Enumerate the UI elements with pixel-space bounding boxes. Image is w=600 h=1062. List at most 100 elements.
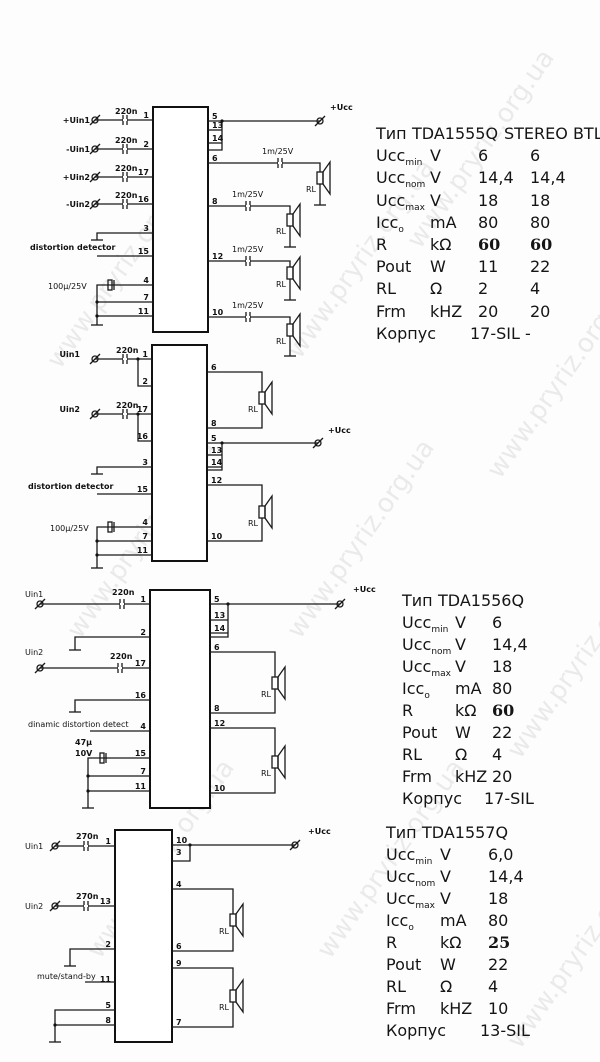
junction-dot [86, 774, 90, 778]
wire [54, 1009, 115, 1042]
param-name: RL [386, 977, 407, 996]
capacitor-gap [123, 358, 127, 360]
capacitor-label: 1m/25V [232, 190, 264, 199]
load-label: RL [261, 769, 272, 778]
speaker-icon [286, 266, 294, 280]
wire [210, 689, 276, 714]
unit: V [430, 146, 441, 166]
load-label: RL [248, 519, 259, 528]
unit: V [440, 889, 451, 908]
terminal-icon [51, 902, 59, 910]
wire [172, 888, 234, 914]
ic-body [149, 589, 211, 809]
capacitor-gap [123, 119, 127, 121]
capacitor-gap [84, 905, 88, 907]
pin-number: 11 [135, 782, 147, 791]
param-name: R [386, 933, 398, 952]
ic-body [151, 344, 208, 562]
pin-number: 11 [137, 546, 149, 555]
value: 10 [488, 999, 509, 1018]
wire [210, 727, 276, 756]
wire [96, 284, 153, 325]
capacitor-gap [123, 203, 127, 205]
chip-name: TDA1556Q [438, 591, 525, 610]
pin-number: 10 [212, 308, 224, 317]
ucc-label: +Ucc [308, 827, 331, 836]
terminal-icon [314, 439, 322, 447]
package-value: 13-SIL [480, 1021, 530, 1040]
speaker-cone [264, 493, 273, 531]
value: 25 [488, 933, 511, 952]
pin-number: 3 [176, 848, 182, 857]
unit: kΩ [455, 701, 477, 720]
capacitor-label: 47µ [75, 738, 92, 747]
wire [137, 414, 152, 442]
capacitor-label: 220n [115, 136, 138, 145]
pin-number: 8 [214, 704, 220, 713]
value: 18 [488, 889, 509, 908]
value: 18 [530, 190, 551, 210]
param-name: Uccmax [376, 190, 425, 213]
terminal-slash [334, 598, 346, 610]
unit: kΩ [430, 235, 452, 254]
pin-number: 13 [211, 446, 222, 455]
pin-number: 17 [135, 659, 146, 668]
input-label: Uin1 [25, 842, 43, 851]
value: 6 [478, 146, 489, 166]
terminal-icon [91, 116, 99, 124]
package-label: Корпус [376, 323, 437, 343]
param-name: Pout [376, 257, 412, 277]
terminal-icon [51, 842, 59, 850]
junction-dot [136, 357, 140, 361]
wire [207, 484, 263, 506]
value: 14,4 [478, 168, 514, 188]
input-label: +Uin2 [63, 173, 90, 182]
capacitor-label: 220n [116, 401, 139, 410]
input-label: -Uin2 [66, 200, 90, 209]
pin-number: 7 [142, 532, 148, 541]
package-value: 17-SIL - [470, 323, 531, 343]
value: 18 [492, 657, 513, 676]
wire [137, 359, 152, 387]
unit: V [455, 635, 466, 654]
unit: V [440, 867, 451, 886]
value: 4 [530, 279, 541, 299]
pin-number: 12 [214, 719, 225, 728]
capacitor-label: 100µ/25V [50, 524, 89, 533]
junction-dot [136, 412, 140, 416]
param-name: Uccmin [402, 613, 449, 636]
junction-dot [86, 789, 90, 793]
ucc-label: +Ucc [330, 103, 353, 112]
unit: mA [440, 911, 467, 930]
pin-number: 4 [176, 880, 182, 889]
wire [207, 518, 263, 542]
unit: kHZ [455, 767, 488, 786]
detector-label: distortion detector [30, 243, 116, 252]
pin-number: 14 [214, 624, 226, 633]
pin-number: 7 [176, 1018, 182, 1027]
terminal-slash [289, 839, 301, 851]
input-label: Uin2 [25, 648, 43, 657]
pin-number: 2 [143, 140, 149, 149]
value: 60 [478, 235, 501, 254]
capacitor-gap [246, 260, 250, 262]
load-label: RL [219, 1003, 230, 1012]
mute-label: mute/stand-by [37, 972, 96, 981]
ucc-label: +Ucc [328, 426, 351, 435]
mode-label: STEREO BTL [504, 124, 600, 143]
unit: V [455, 657, 466, 676]
input-label: Uin1 [25, 590, 43, 599]
param-name: R [402, 701, 414, 720]
wire [207, 371, 263, 392]
speaker-icon [258, 391, 266, 405]
input-label: Uin2 [60, 405, 81, 414]
terminal-icon [316, 117, 324, 125]
capacitor-gap [278, 162, 282, 164]
capacitor-gap [118, 667, 122, 669]
wire [172, 845, 191, 862]
wire [74, 636, 150, 650]
speaker-cone [264, 379, 273, 417]
speaker-cone [292, 201, 301, 239]
pin-number: 13 [212, 121, 223, 130]
